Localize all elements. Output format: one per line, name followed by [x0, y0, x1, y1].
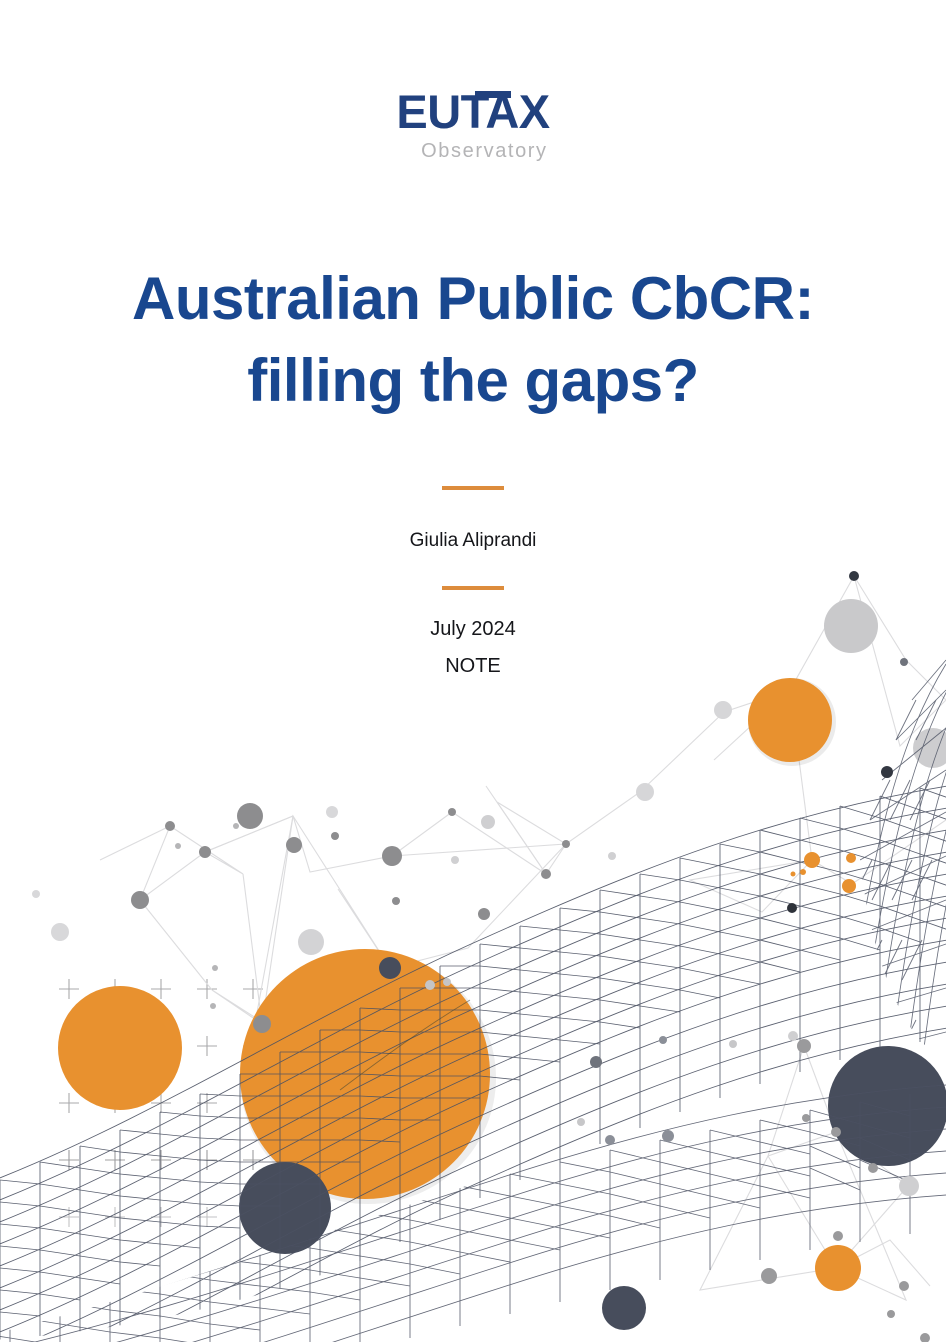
orange-circle-small-left	[58, 986, 182, 1110]
title-line-2: filling the gaps?	[247, 347, 699, 414]
orange-circle-top-right	[748, 678, 832, 762]
logo-t-crossbar-icon	[475, 91, 512, 98]
logo-wordmark: EUTAX	[396, 85, 550, 138]
logo-mark: EUTAX Observatory	[396, 85, 550, 162]
navy-circle-bottom-left	[239, 1162, 331, 1254]
document-type-label: NOTE	[445, 655, 501, 677]
network-links	[99, 575, 946, 1302]
eu-tax-observatory-logo: EUTAX Observatory	[0, 88, 946, 162]
publication-date: July 2024	[430, 618, 516, 640]
orange-circle-large	[240, 949, 490, 1199]
author-name: Giulia Aliprandi	[409, 530, 537, 551]
cross-grid-pattern	[46, 975, 286, 1205]
navy-circle-bottom-right	[828, 1046, 946, 1166]
network-nodes	[32, 571, 930, 1342]
divider-rule-top	[442, 486, 504, 490]
divider-rule-bottom	[442, 586, 504, 590]
wireframe-mesh	[0, 659, 946, 1342]
title-line-1: Australian Public CbCR:	[132, 265, 814, 332]
orange-circle-bottom-right	[815, 1245, 861, 1291]
mesh-over-orange	[339, 999, 471, 1091]
page-title: Australian Public CbCR: filling the gaps…	[0, 258, 946, 422]
logo-subtitle: Observatory	[421, 140, 548, 162]
